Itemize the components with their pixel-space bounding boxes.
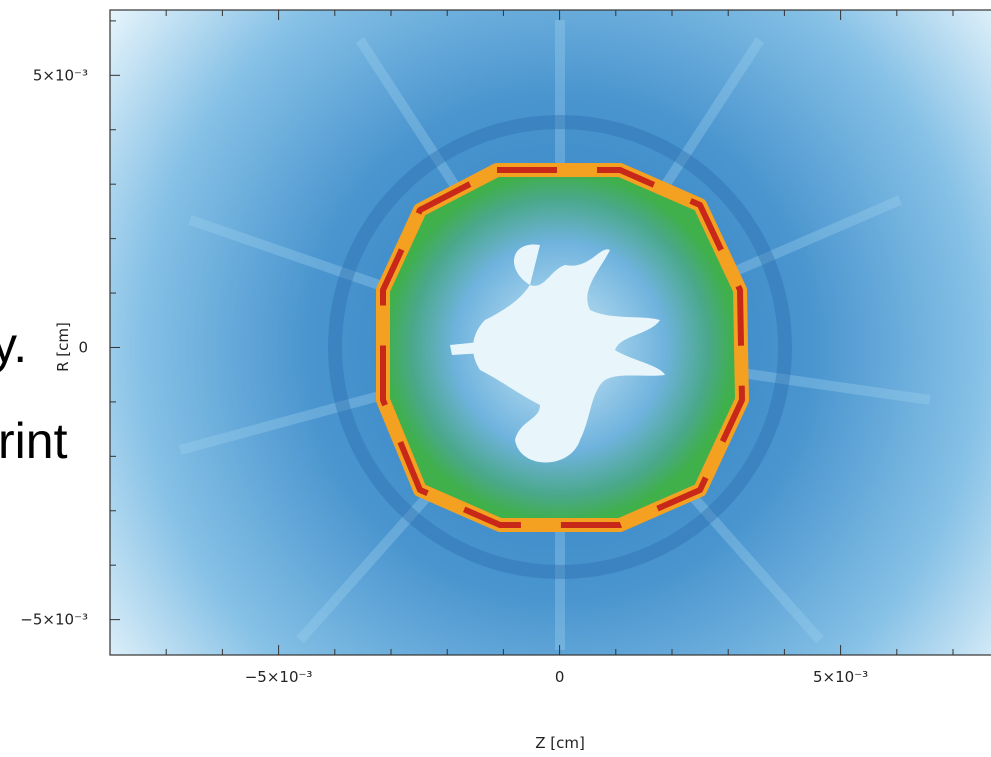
page: −5×10⁻³ 0 5×10⁻³ −5×10⁻³ 0 5×10⁻³ Z [cm] R [c… [0,0,991,757]
y-axis-label: R [cm] [54,322,72,372]
x-tick-label: 0 [555,668,565,686]
slide-text: rint [0,413,68,469]
x-axis-label: Z [cm] [535,734,585,752]
x-tick-label: 5×10⁻³ [813,668,868,686]
y-tick-label: −5×10⁻³ [20,611,88,629]
simulation-image [110,10,991,655]
x-tick-label: −5×10⁻³ [245,668,313,686]
slide-text: y. [0,317,27,373]
y-tick-label: 5×10⁻³ [33,66,88,84]
y-tick-label: 0 [78,338,88,356]
